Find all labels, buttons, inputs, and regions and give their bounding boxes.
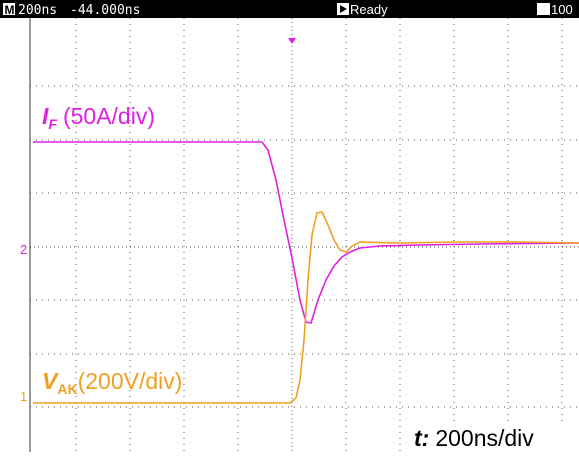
symbol: t: [414, 425, 429, 451]
time-label: t: 200ns/div [414, 425, 534, 451]
delay: -44.000ns [70, 3, 140, 18]
scale: (200V/div) [78, 368, 183, 394]
current-label: IF (50A/div) [42, 103, 155, 132]
status-bar [0, 0, 579, 18]
scale: (50A/div) [63, 103, 155, 129]
symbol: I [42, 103, 49, 129]
scale: 200ns/div [435, 425, 534, 451]
mode-box [3, 3, 15, 15]
trigger-marker [288, 38, 296, 44]
current-trace [33, 141, 579, 324]
subscript: AK [57, 381, 77, 397]
subscript: F [48, 116, 57, 132]
count-icon [537, 3, 550, 15]
graticule [29, 18, 579, 452]
count: 100 [551, 2, 573, 17]
voltage-trace [33, 211, 579, 404]
channel-marker: 1 [20, 389, 27, 404]
voltage-label: VAK(200V/div) [42, 368, 182, 397]
run-arrow [340, 5, 347, 13]
time-label-bg [410, 423, 576, 451]
state: Ready [350, 2, 388, 17]
channel-marker: 2 [20, 242, 27, 257]
symbol: V [42, 368, 59, 394]
mode: M [5, 3, 15, 17]
timebase: 200ns [18, 3, 57, 18]
